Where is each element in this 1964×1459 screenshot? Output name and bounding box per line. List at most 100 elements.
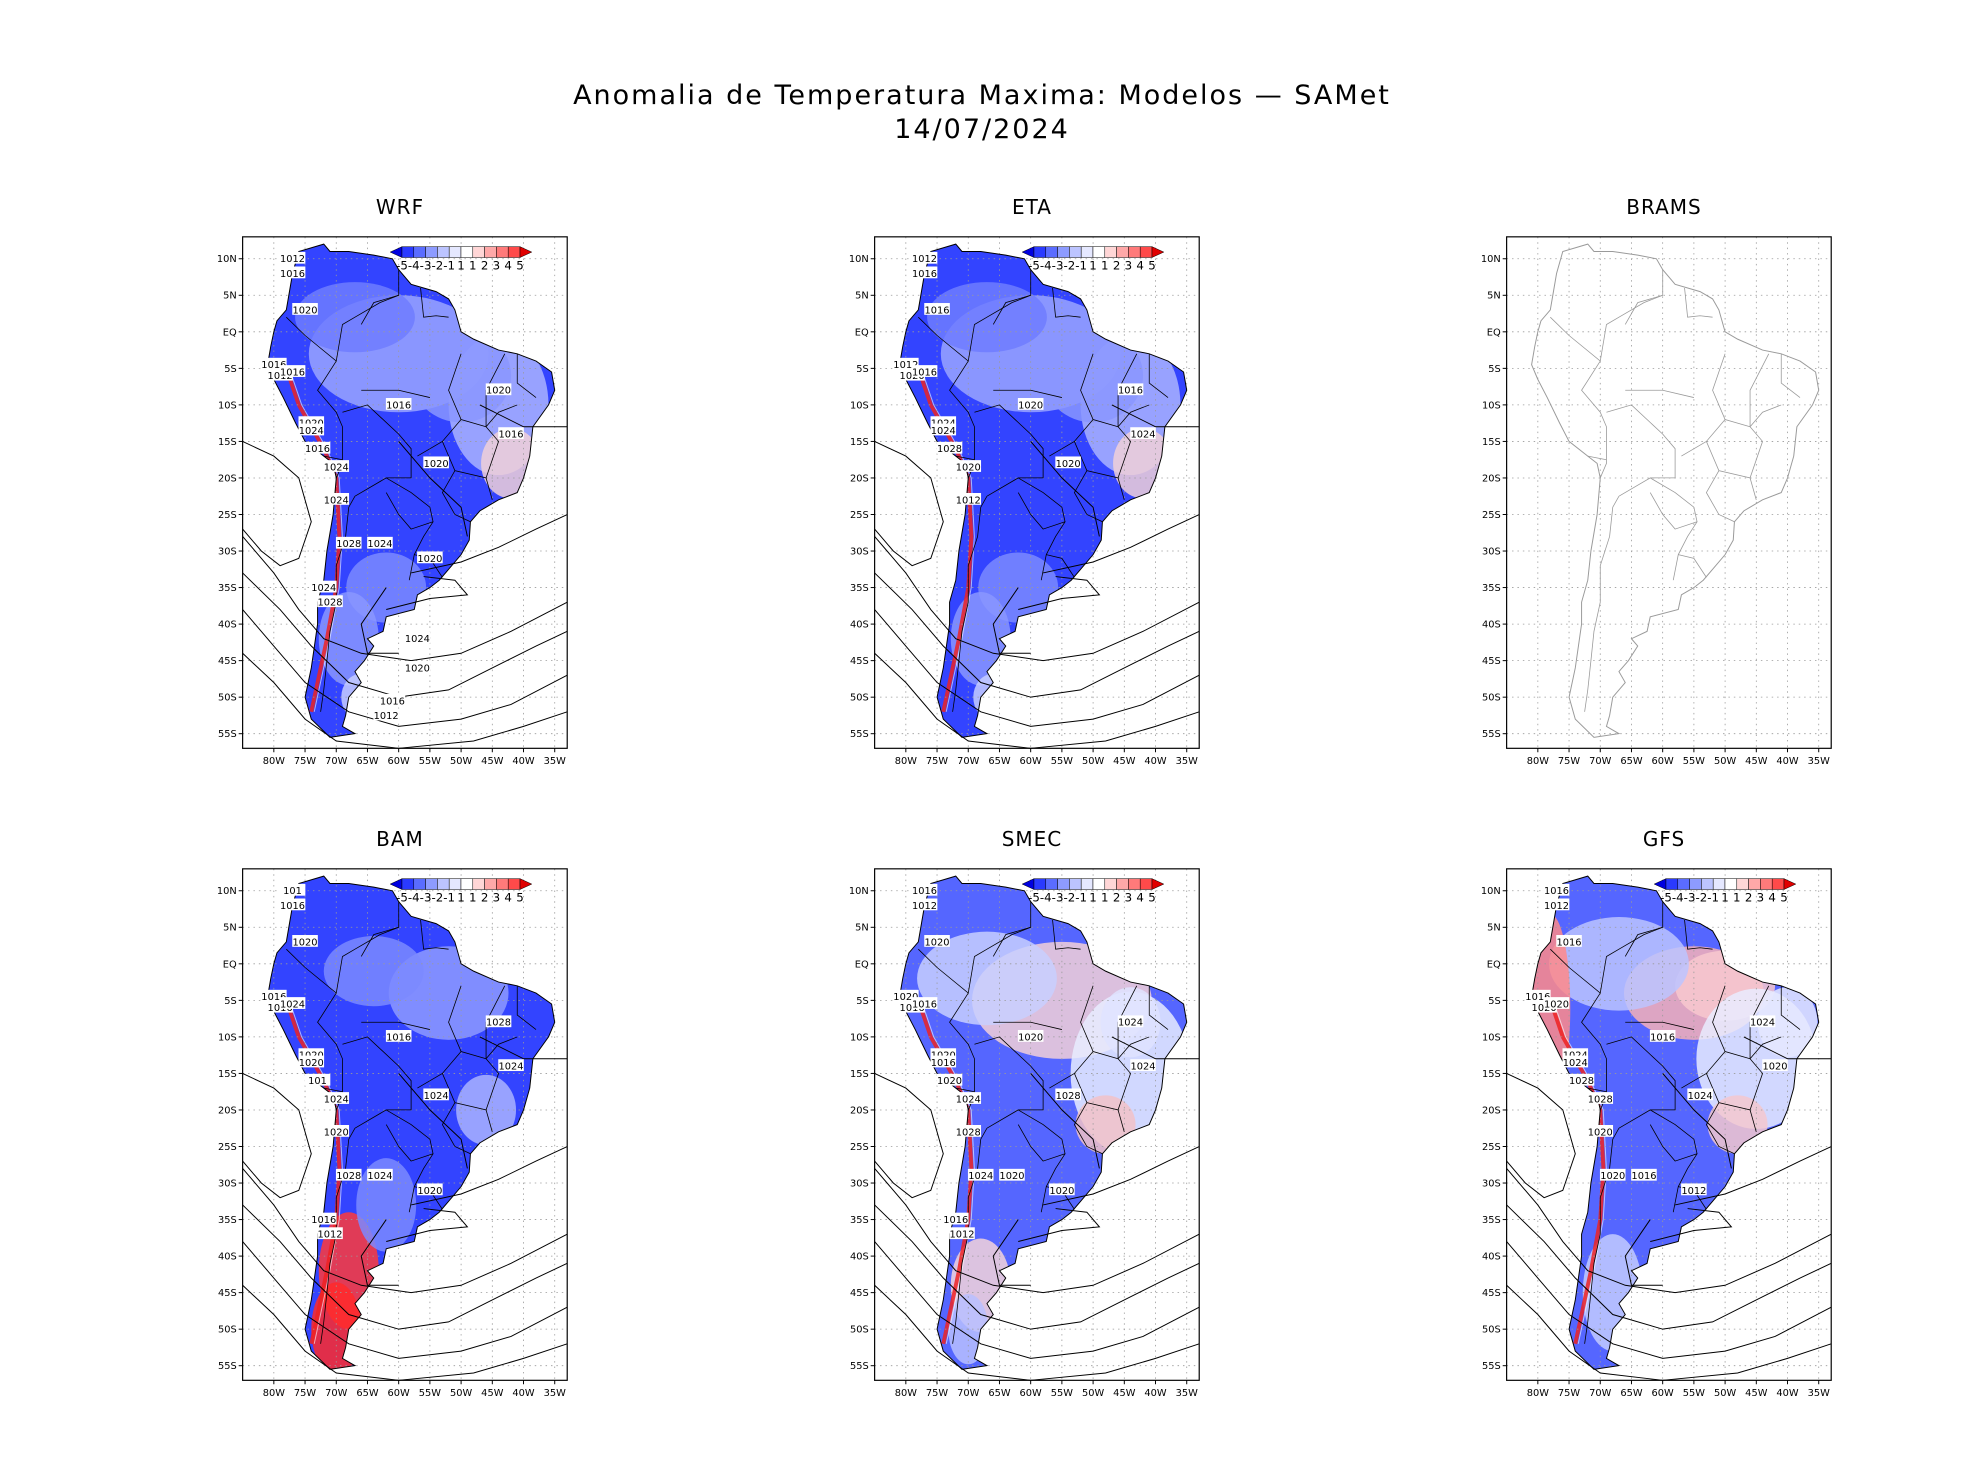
isobar-label: 1012 — [1681, 1186, 1706, 1197]
lon-tick-label: 60W — [1652, 756, 1675, 767]
isobar-label-bg — [942, 1212, 969, 1225]
colorbar-label: -5 — [1028, 890, 1040, 904]
isobar-label-bg — [323, 1092, 350, 1104]
colorbar-swatch — [496, 878, 509, 890]
colorbar-swatch — [1771, 878, 1785, 890]
isobar-label: 1020 — [1056, 459, 1081, 470]
colorbar-label: -1 — [443, 258, 455, 272]
isobar-label: 1020 — [1049, 1186, 1074, 1197]
map-svg: 1016101210161016102010201016102410241028… — [1481, 868, 1832, 1399]
lon-tick-label: 45W — [481, 756, 504, 767]
isobar-label: 1016 — [261, 992, 286, 1003]
isobar-label-bg — [1687, 1088, 1713, 1101]
isobar-label: 1016 — [1650, 1032, 1675, 1043]
map-frame — [1506, 868, 1832, 1381]
lat-tick-label: 25S — [1482, 1142, 1501, 1153]
isobar-label-bg — [498, 1059, 524, 1072]
isobar-label: 1016 — [943, 1215, 968, 1226]
lat-tick-label: EQ — [223, 959, 237, 970]
isobar-label: 1016 — [280, 269, 305, 280]
isobar-label-bg — [261, 989, 287, 1002]
colorbar-swatch — [1677, 878, 1690, 890]
isobar-label-bg — [304, 441, 331, 454]
lat-tick-label: 15S — [1482, 437, 1501, 448]
map-frame — [874, 868, 1200, 1381]
colorbar-label: 5 — [516, 258, 524, 272]
isobar-label-bg — [1543, 997, 1570, 1009]
isobar-label-bg — [417, 1183, 443, 1196]
lat-tick-label: 15S — [1482, 1069, 1501, 1080]
isobar-label: 1016 — [386, 400, 411, 411]
colorbar-swatch — [448, 878, 462, 890]
isobar-label: 1024 — [324, 462, 349, 473]
isobar-label-bg — [1130, 1059, 1156, 1072]
colorbar-swatch — [496, 246, 509, 258]
colorbar-label: 3 — [1125, 258, 1133, 272]
isobar-label-bg — [1556, 935, 1582, 947]
country-borders — [286, 269, 537, 712]
isobar-label-bg — [310, 1212, 337, 1225]
lat-tick-label: 5N — [1487, 923, 1501, 934]
isobar-label-bg — [1681, 1183, 1707, 1196]
lat-tick-label: 20S — [850, 473, 869, 484]
isobar-label-bg — [279, 997, 306, 1009]
isobar-label-bg — [930, 1055, 957, 1068]
lon-tick-label: 80W — [895, 756, 918, 767]
colorbar-label: 1 — [1089, 258, 1097, 272]
isobar-label-bg — [1562, 1048, 1589, 1061]
lon-tick-label: 40W — [512, 1388, 535, 1399]
colorbar-label: 5 — [1148, 890, 1156, 904]
isobar-label: 1028 — [486, 1018, 511, 1029]
lon-tick-label: 75W — [294, 756, 317, 767]
colorbar-swatch — [1057, 878, 1070, 890]
lon-tick-label: 65W — [988, 1388, 1011, 1399]
lat-tick-label: 10S — [218, 400, 237, 411]
colorbar-swatch — [507, 246, 521, 258]
isobar-label-bg — [279, 266, 306, 279]
isobar-label-bg — [930, 423, 957, 436]
lon-tick-label: 40W — [1144, 1388, 1167, 1399]
isobar-label-bg — [367, 536, 393, 549]
isobar-label-bg — [1562, 1055, 1589, 1068]
colorbar-label: -3 — [420, 258, 432, 272]
lon-tick-label: 55W — [1683, 756, 1706, 767]
country-borders — [1550, 269, 1801, 712]
graticule — [1506, 236, 1832, 749]
isobar-label: 1024 — [1131, 430, 1156, 441]
isobar-label-bg — [292, 303, 318, 315]
isobar-label-bg — [423, 456, 449, 469]
map-svg: 1012101610201016101210161016102010241016… — [217, 236, 568, 767]
isobar-lines — [874, 404, 1200, 749]
lat-tick-label: 45S — [218, 1288, 237, 1299]
isobar-label-bg — [404, 661, 431, 673]
colorbar-swatch — [472, 878, 485, 890]
lat-tick-label: 35S — [850, 1215, 869, 1226]
isobar-label: 1020 — [937, 1076, 962, 1087]
lon-tick-label: 75W — [926, 756, 949, 767]
lon-tick-label: 80W — [1527, 756, 1550, 767]
isobar-label-bg — [310, 580, 337, 593]
coastline — [267, 243, 556, 738]
lat-tick-label: 5S — [224, 364, 237, 375]
lat-tick-label: 50S — [850, 1325, 869, 1336]
colorbar-swatch — [425, 246, 438, 258]
coastline — [267, 875, 556, 1370]
colorbar-label: -2 — [431, 258, 443, 272]
isobar-label-bg — [485, 383, 512, 396]
isobar-label: 1020 — [424, 459, 449, 470]
isobar-label-bg — [423, 1088, 449, 1101]
lon-tick-label: 55W — [1051, 1388, 1074, 1399]
isobar-label: 1016 — [280, 901, 305, 912]
colorbar-label: 4 — [1136, 258, 1144, 272]
lat-tick-label: 45S — [218, 656, 237, 667]
lat-tick-label: 30S — [1482, 546, 1501, 557]
lon-tick-label: 75W — [294, 1388, 317, 1399]
lon-tick-label: 65W — [988, 756, 1011, 767]
isobar-label: 1020 — [417, 554, 442, 565]
colorbar-label: 5 — [1148, 258, 1156, 272]
colorbar-swatch — [1724, 878, 1738, 890]
lon-tick-label: 45W — [481, 1388, 504, 1399]
isobar-label-bg — [1543, 883, 1570, 896]
map-svg: 10N 5N EQ 5S 10S 15S 20S 25S 30S 35S 40S 45S 50S 55S 8… — [1481, 236, 1832, 767]
isobar-label: 1020 — [1018, 400, 1043, 411]
